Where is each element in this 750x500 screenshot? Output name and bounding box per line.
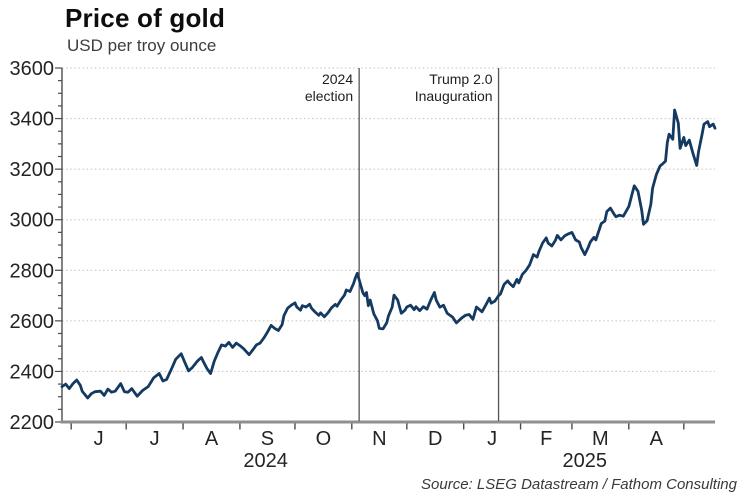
x-month-label: F — [540, 428, 552, 450]
x-month-label: J — [150, 428, 160, 450]
x-year-label: 2025 — [562, 450, 608, 472]
x-month-label: A — [205, 428, 219, 450]
x-month-label: J — [487, 428, 497, 450]
x-month-label: S — [261, 428, 274, 450]
x-month-label: D — [428, 428, 442, 450]
y-tick-label: 2400 — [10, 361, 55, 383]
x-month-label: O — [316, 428, 332, 450]
source-credit: Source: LSEG Datastream / Fathom Consult… — [421, 476, 737, 493]
y-tick-label: 2600 — [10, 311, 55, 333]
y-tick-label: 3200 — [10, 159, 55, 181]
y-tick-label: 3600 — [10, 58, 55, 80]
price-line — [60, 108, 717, 400]
chart-subtitle: USD per troy ounce — [67, 36, 217, 55]
x-year-label: 2024 — [243, 450, 288, 472]
x-month-label: A — [650, 428, 664, 450]
event-label: Trump 2.0 Inauguration — [414, 71, 493, 104]
y-tick-label: 3400 — [10, 109, 55, 131]
y-tick-label: 2200 — [10, 412, 55, 434]
x-month-label: N — [372, 428, 386, 450]
page-title: Price of gold — [65, 3, 226, 33]
y-tick-label: 3000 — [10, 210, 55, 232]
x-month-label: M — [592, 428, 609, 450]
event-label: 2024 election — [304, 71, 354, 104]
y-tick-label: 2800 — [10, 260, 55, 282]
x-month-label: J — [94, 428, 104, 450]
